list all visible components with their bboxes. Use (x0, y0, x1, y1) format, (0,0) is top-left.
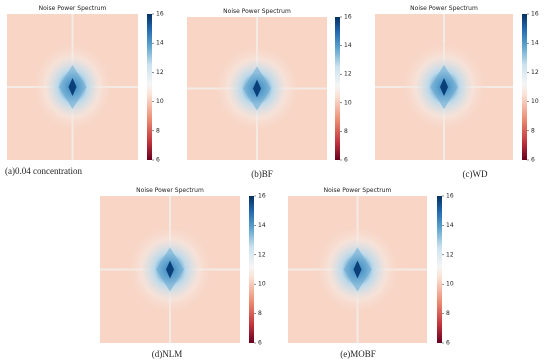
heatmap-core (68, 78, 77, 96)
colorbar-tick-label: 8 (446, 310, 450, 317)
panel-title: Noise Power Spectrum (324, 187, 392, 194)
colorbar (147, 14, 152, 160)
colorbar-tick-label: 16 (446, 193, 454, 200)
colorbar-tick-label: 10 (258, 281, 266, 288)
colorbar-tick-label: 8 (258, 310, 262, 317)
heatmap-core (440, 78, 448, 96)
colorbar-tick-label: 10 (344, 99, 352, 106)
colorbar-tick-label: 14 (258, 222, 266, 229)
panel: Noise Power Spectrum 6 8 10 12 14 16 (e)MOBF (288, 187, 454, 359)
colorbar-tick-label: 14 (344, 42, 352, 49)
panel-title: Noise Power Spectrum (410, 5, 478, 12)
colorbar-tick-label: 6 (258, 340, 262, 347)
colorbar-tick-label: 16 (344, 14, 352, 21)
heatmap-core (166, 260, 174, 279)
colorbar-tick-label: 16 (531, 11, 539, 18)
panel-title: Noise Power Spectrum (39, 5, 107, 12)
colorbar (335, 17, 340, 160)
colorbar-tick-label: 14 (156, 40, 164, 47)
colorbar (437, 196, 442, 343)
panel-caption: (b)BF (251, 169, 273, 179)
colorbar (249, 196, 254, 343)
colorbar-tick-label: 8 (156, 127, 160, 134)
panel-title: Noise Power Spectrum (223, 8, 291, 15)
panel-caption: (d)NLM (152, 349, 183, 359)
panel: Noise Power Spectrum 6 8 10 12 14 16 (a)0.04 co… (5, 5, 164, 176)
colorbar-tick-label: 10 (156, 98, 164, 105)
heatmap-core (353, 260, 362, 279)
colorbar-tick-label: 6 (446, 340, 450, 347)
colorbar-tick-label: 10 (446, 281, 454, 288)
colorbar-tick-label: 14 (446, 222, 454, 229)
panel: Noise Power Spectrum 6 8 10 12 14 16 (b)BF (187, 8, 352, 179)
colorbar-tick-label: 6 (156, 157, 160, 164)
colorbar-tick-label: 16 (258, 193, 266, 200)
colorbar-tick-label: 8 (531, 127, 535, 134)
colorbar-tick-label: 16 (156, 11, 164, 18)
heatmap-core (253, 79, 261, 98)
panel-title: Noise Power Spectrum (136, 187, 204, 194)
colorbar-tick-label: 12 (156, 69, 164, 76)
colorbar-tick-label: 6 (344, 157, 348, 164)
colorbar-tick-label: 10 (531, 98, 539, 105)
panel-caption: (e)MOBF (340, 349, 376, 359)
colorbar-tick-label: 12 (258, 251, 266, 258)
panel-caption: (c)WD (463, 169, 488, 179)
colorbar-tick-label: 6 (531, 157, 535, 164)
colorbar (522, 14, 527, 160)
colorbar-tick-label: 12 (531, 69, 539, 76)
panel: Noise Power Spectrum 6 8 10 12 14 16 (d)NLM (100, 187, 266, 359)
colorbar-tick-label: 12 (344, 71, 352, 78)
colorbar-tick-label: 14 (531, 40, 539, 47)
colorbar-tick-label: 12 (446, 251, 454, 258)
colorbar-tick-label: 8 (344, 128, 348, 135)
panel-caption: (a)0.04 concentration (5, 166, 82, 176)
panel: Noise Power Spectrum 6 8 10 12 14 16 (c)WD (375, 5, 539, 179)
